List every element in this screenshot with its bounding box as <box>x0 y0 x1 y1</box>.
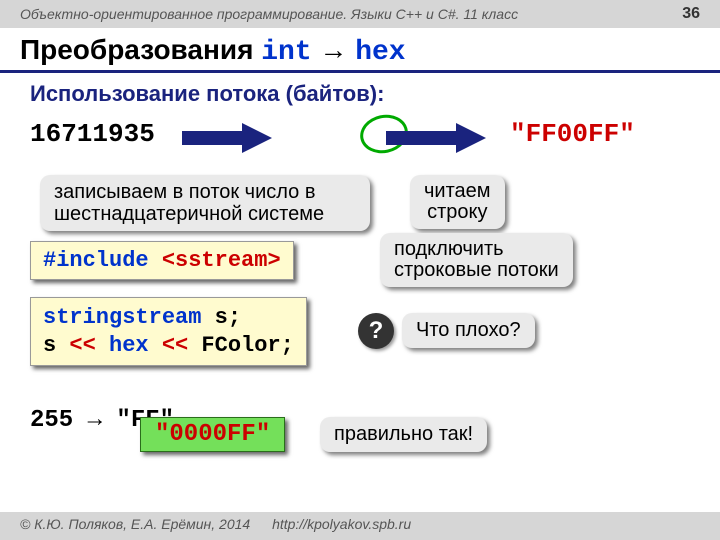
callout-read: читаем строку <box>410 175 505 229</box>
code-stream-type: stringstream <box>43 305 201 330</box>
correct-value-box: "0000FF" <box>140 417 285 452</box>
output-hex: "FF00FF" <box>510 119 635 149</box>
code-stream: stringstream s; s << hex << FColor; <box>30 297 307 366</box>
callout-question: Что плохо? <box>402 313 535 348</box>
footer-copyright: © К.Ю. Поляков, Е.А. Ерёмин, 2014 <box>20 516 250 532</box>
content-area: Использование потока (байтов): 16711935 … <box>0 73 720 485</box>
question-mark-icon: ? <box>358 313 394 349</box>
page-number: 36 <box>682 5 700 23</box>
arrow-1-icon <box>182 123 272 153</box>
input-number: 16711935 <box>30 119 155 149</box>
slide-title: Преобразования int → hex <box>0 28 720 73</box>
title-pre: Преобразования <box>20 34 261 65</box>
callout-connect-l1: подключить <box>394 239 559 260</box>
callout-connect-l2: строковые потоки <box>394 260 559 281</box>
include-keyword: #include <box>43 248 149 273</box>
callout-write: записываем в поток число в шестнадцатери… <box>40 175 370 231</box>
code-hex: hex <box>96 333 162 358</box>
title-arrow: → <box>312 34 356 65</box>
callout-read-l2: строку <box>424 202 491 223</box>
arrow-2-icon <box>386 123 486 153</box>
callout-connect: подключить строковые потоки <box>380 233 573 287</box>
subtitle: Использование потока (байтов): <box>30 81 690 107</box>
footer-url[interactable]: http://kpolyakov.spb.ru <box>272 516 411 532</box>
callout-correct: правильно так! <box>320 417 487 452</box>
title-kw-hex: hex <box>355 37 405 68</box>
bottom-bar: © К.Ю. Поляков, Е.А. Ерёмин, 2014 http:/… <box>0 512 720 540</box>
include-header: <sstream> <box>149 248 281 273</box>
code-stream-var: s; <box>201 305 241 330</box>
top-bar: Объектно-ориентированное программировани… <box>0 0 720 28</box>
code-s: s <box>43 333 69 358</box>
code-op2: << <box>162 333 188 358</box>
callout-read-l1: читаем <box>424 181 491 202</box>
code-include: #include <sstream> <box>30 241 294 280</box>
code-fcolor: FColor; <box>188 333 294 358</box>
course-title: Объектно-ориентированное программировани… <box>20 6 518 22</box>
title-kw-int: int <box>261 37 311 68</box>
code-op1: << <box>69 333 95 358</box>
